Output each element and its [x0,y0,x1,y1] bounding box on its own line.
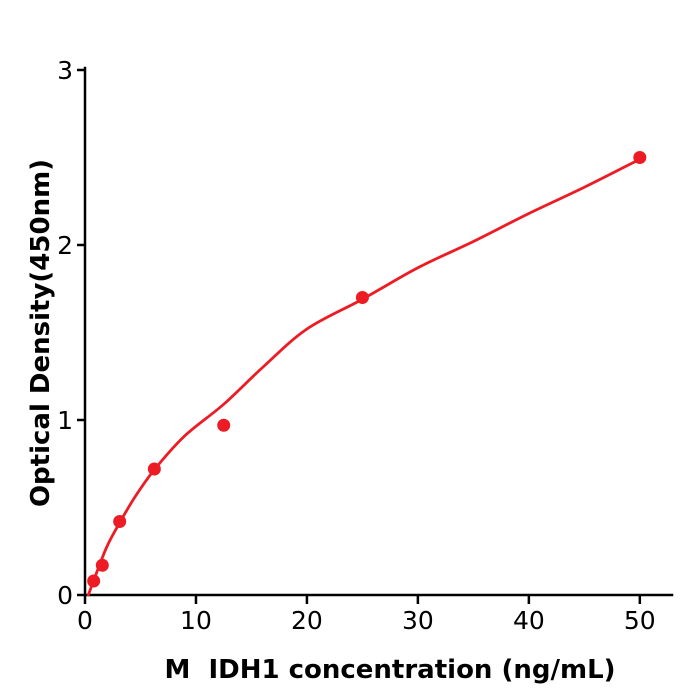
y-tick-label: 3 [57,56,73,85]
data-point [633,151,647,164]
data-point [355,291,369,304]
x-tick-label: 50 [624,606,656,635]
x-axis-title: M IDH1 concentration (ng/mL) [164,655,616,685]
data-point [217,418,231,432]
data-point [87,574,101,588]
y-tick-label: 2 [57,231,73,260]
data-point [113,515,127,528]
data-point [95,558,109,572]
x-tick-label: 20 [291,606,323,635]
x-tick-label: 40 [513,606,545,635]
y-axis-title: Optical Density(450nm) [26,158,56,508]
x-tick-label: 0 [77,606,93,635]
y-tick-label: 1 [57,406,73,435]
data-point [147,462,161,476]
x-tick-label: 10 [180,606,212,635]
axis-spines [83,66,674,597]
y-tick-label: 0 [57,581,73,610]
fit-curve [86,157,642,597]
x-tick-label: 30 [402,606,434,635]
